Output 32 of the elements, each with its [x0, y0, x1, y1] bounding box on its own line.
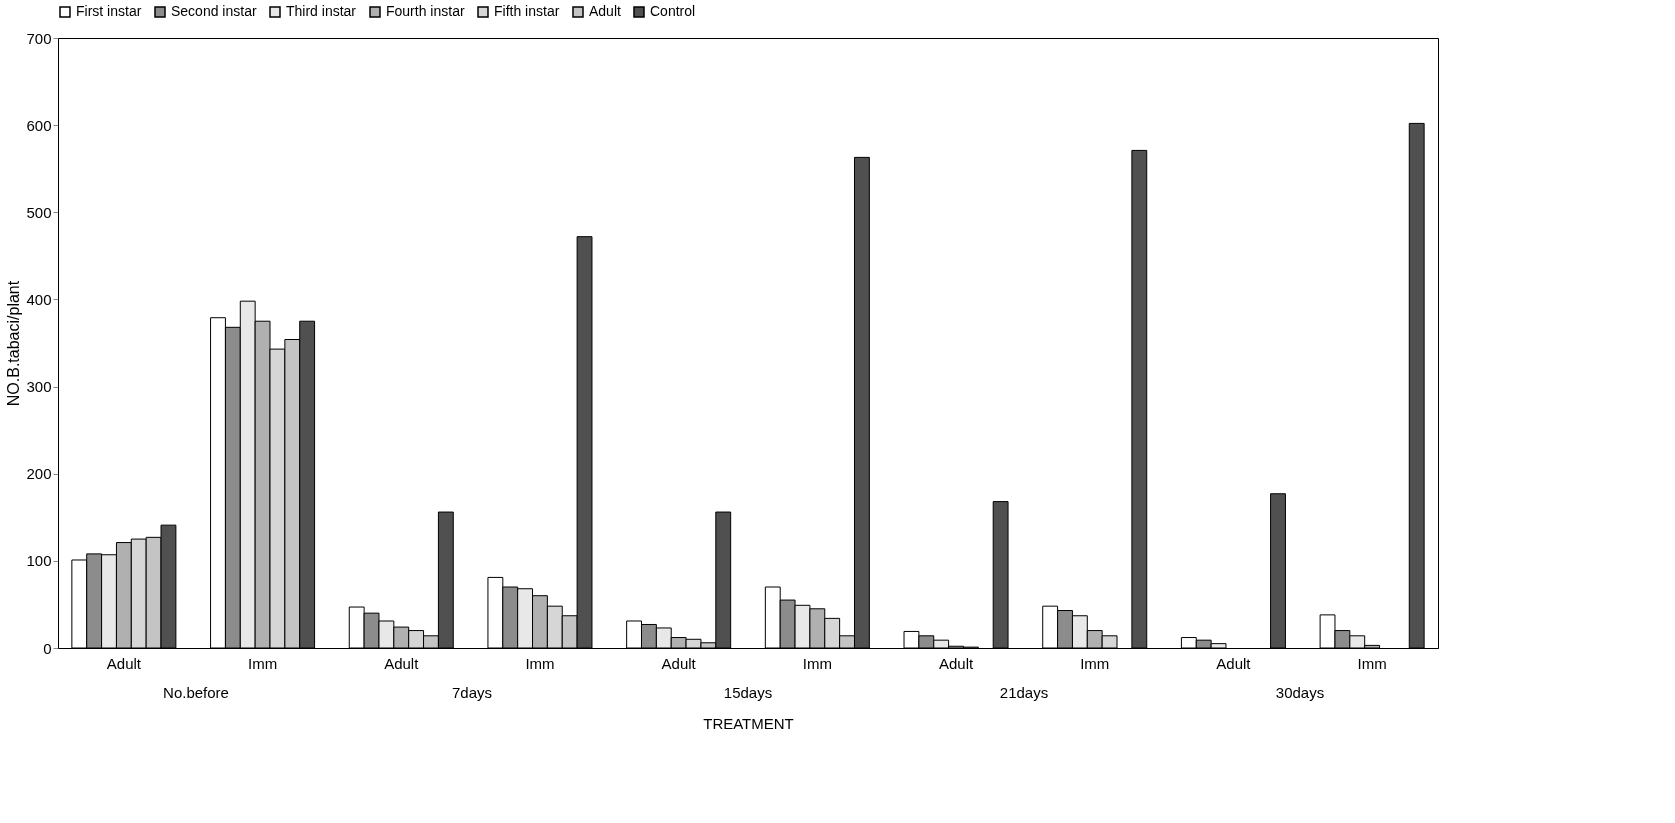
x-tick-label: Adult: [384, 654, 420, 672]
x-tick-label: Adult: [938, 654, 974, 672]
text: 30days: [1275, 684, 1325, 701]
y-tick-label: 400: [26, 290, 52, 308]
legend-label: Fourth instar: [386, 3, 465, 19]
y-tick-label: 600: [26, 116, 52, 134]
x-tick-label: Imm: [1080, 654, 1110, 672]
legend-label: Second instar: [171, 3, 257, 19]
y-tick-label: 300: [26, 378, 52, 396]
y-tick-label: 500: [26, 203, 52, 221]
y-tick-label: 700: [26, 29, 52, 47]
text: 7days: [451, 684, 493, 701]
x-tick-label: Adult: [106, 654, 142, 672]
x-tick-label: Imm: [1357, 654, 1387, 672]
x-tick-label: Adult: [661, 654, 697, 672]
legend-label: Fifth instar: [494, 3, 560, 19]
legend-label: Third instar: [286, 3, 357, 19]
text: 15days: [723, 684, 773, 701]
x-tick-label: Imm: [802, 654, 832, 672]
legend-label: First instar: [76, 3, 142, 19]
x-tick-label: Imm: [247, 654, 278, 672]
y-tick-label: 100: [26, 552, 52, 570]
text: No.before: [163, 684, 229, 701]
x-axis-title: TREATMENT: [703, 714, 794, 732]
y-tick-label: 200: [26, 465, 52, 483]
y-axis-title: NO.B.tabaci/plant: [5, 280, 23, 407]
x-tick-label: Adult: [1216, 654, 1252, 672]
text: 21days: [999, 684, 1049, 701]
legend-label: Control: [650, 3, 696, 19]
x-tick-label: Imm: [525, 654, 555, 672]
y-tick-label: 0: [43, 639, 52, 657]
legend-label: Adult: [589, 3, 622, 19]
